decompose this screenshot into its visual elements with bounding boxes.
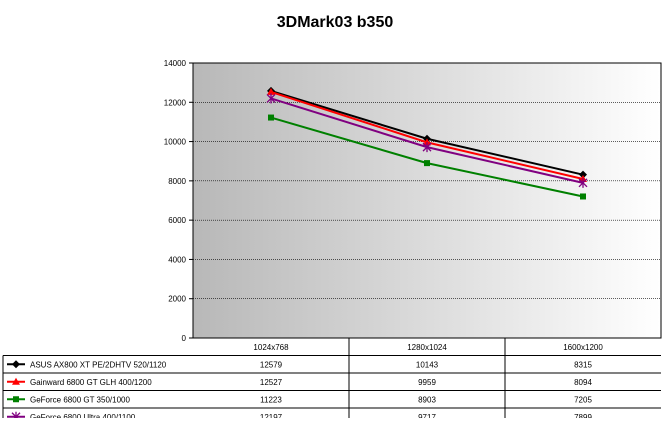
data-label: 12197 <box>260 413 283 418</box>
y-tick-label: 14000 <box>164 59 187 68</box>
data-label: 9717 <box>418 413 436 418</box>
plot-border <box>192 62 662 339</box>
data-label: 12527 <box>260 378 283 387</box>
data-label: 10143 <box>416 360 439 369</box>
data-point <box>268 114 274 121</box>
x-tick-label: 1600x1200 <box>563 343 603 352</box>
data-label: 8903 <box>418 395 436 404</box>
y-tick-label: 12000 <box>164 98 187 107</box>
data-label: 11223 <box>260 395 282 404</box>
legend-entry: ASUS AX800 XT PE/2DHTV 520/1120 <box>30 360 167 369</box>
y-tick-label: 2000 <box>168 295 186 304</box>
data-point <box>422 142 432 153</box>
data-point <box>578 177 588 188</box>
data-point <box>579 170 587 179</box>
legend-marker <box>12 377 20 385</box>
data-point <box>580 193 586 200</box>
data-label: 8315 <box>574 360 592 369</box>
data-label: 8094 <box>574 378 592 387</box>
y-tick-label: 0 <box>182 334 187 343</box>
chart-title: 3DMark03 b350 <box>277 14 394 31</box>
legend-marker <box>13 396 19 403</box>
data-point <box>266 93 276 104</box>
y-tick-label: 8000 <box>168 177 186 186</box>
legend-entry: Gainward 6800 GT GLH 400/1200 <box>30 378 152 387</box>
legend-entry: GeForce 6800 Ultra 400/1100 <box>30 413 136 418</box>
plot-area <box>193 63 661 338</box>
data-label: 7205 <box>574 395 592 404</box>
x-tick-label: 1280x1024 <box>407 343 447 352</box>
legend-entry: GeForce 6800 GT 350/1000 <box>30 395 130 404</box>
y-tick-label: 4000 <box>168 255 186 264</box>
data-label: 12579 <box>260 360 283 369</box>
data-point <box>267 87 275 95</box>
x-tick-label: 1024x768 <box>253 343 289 352</box>
y-tick-label: 10000 <box>164 138 187 147</box>
data-point <box>424 160 430 167</box>
data-label: 9959 <box>418 378 436 387</box>
data-point <box>423 138 431 146</box>
data-label: 7899 <box>574 413 592 418</box>
y-tick-label: 6000 <box>168 216 186 225</box>
legend-marker <box>12 360 20 369</box>
